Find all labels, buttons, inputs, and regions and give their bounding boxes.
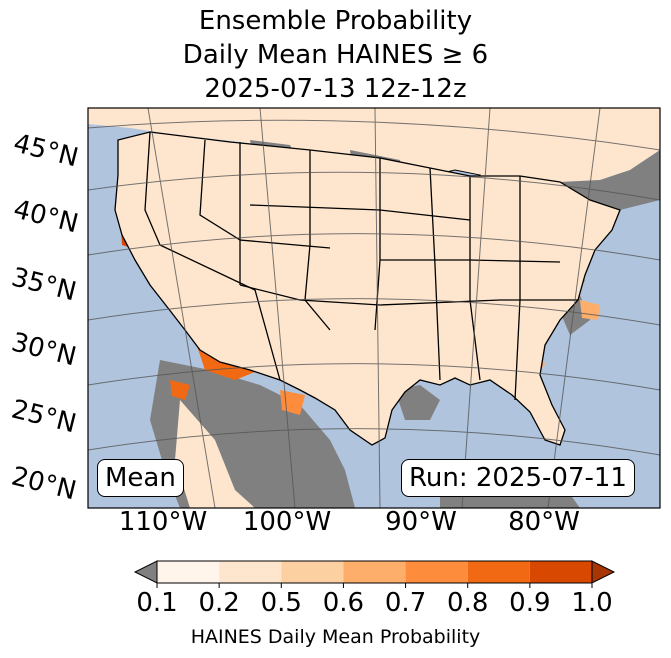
title-line-2: Daily Mean HAINES ≥ 6	[182, 40, 489, 70]
lon-label-90: 90°W	[385, 507, 457, 537]
colorbar-segment	[405, 561, 468, 583]
title-line-1: Ensemble Probability	[198, 6, 473, 36]
canada-east-land	[560, 150, 660, 210]
colorbar-segment	[529, 561, 592, 583]
colorbar-segment	[157, 561, 220, 583]
colorbar-title: HAINES Daily Mean Probability	[190, 626, 481, 648]
mexico-west-land	[175, 400, 255, 508]
colorbar-tick-label: 0.5	[260, 588, 302, 618]
lon-label-100: 100°W	[242, 507, 332, 537]
colorbar-under-extend	[133, 560, 158, 584]
colorbar-tick-label: 0.2	[198, 588, 240, 618]
colorbar-tick-label: 1.0	[571, 588, 613, 618]
mean-label: Mean	[97, 459, 184, 497]
canada-land	[88, 108, 660, 182]
title-line-3: 2025-07-13 12z-12z	[204, 74, 467, 104]
colorbar	[133, 560, 616, 588]
colorbar-segment	[467, 561, 530, 583]
colorbar-frame	[156, 560, 593, 584]
colorbar-tick-label: 0.7	[384, 588, 427, 618]
state-borders	[114, 131, 621, 446]
colorbar-tick-label: 0.1	[136, 588, 178, 618]
colorbar-tick-label: 0.6	[322, 588, 365, 618]
colorbar-segment	[343, 561, 406, 583]
graticule	[88, 108, 660, 508]
colorbar-tick-label: 0.8	[447, 588, 489, 618]
lon-label-110: 110°W	[118, 507, 208, 537]
colorbar-segment	[219, 561, 282, 583]
run-date-label: Run: 2025-07-11	[401, 459, 635, 497]
map-frame	[87, 107, 661, 509]
lon-label-80: 80°W	[508, 507, 580, 537]
colorbar-over-extend	[591, 560, 616, 584]
colorbar-segment	[281, 561, 344, 583]
colorbar-tick-label: 0.9	[509, 588, 551, 618]
